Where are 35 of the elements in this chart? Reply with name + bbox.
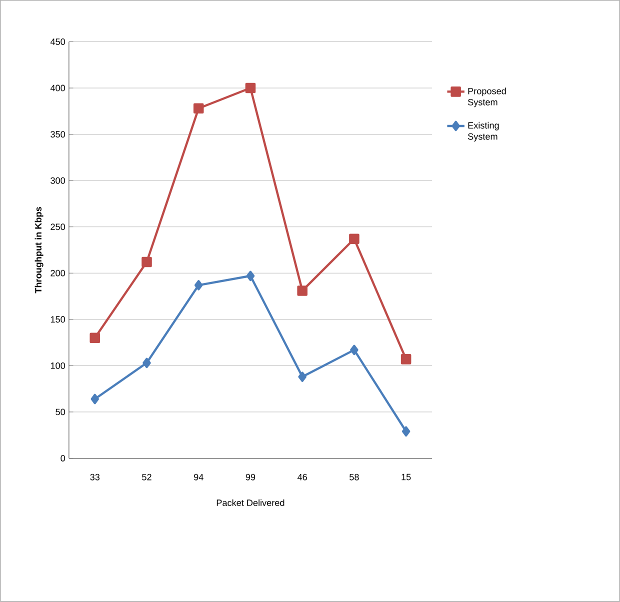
point	[90, 394, 100, 404]
point	[194, 280, 203, 290]
x-tick-label: 58	[350, 474, 359, 480]
y-tick-label: 450	[50, 38, 66, 46]
y-tick-label: 50	[56, 408, 66, 416]
x-tick-label: 52	[142, 474, 152, 480]
legend-label: Proposed System	[468, 88, 506, 108]
point	[402, 426, 410, 437]
x-tick-label: 99	[246, 474, 256, 480]
y-tick-label: 400	[50, 84, 66, 92]
x-tick-label: 46	[297, 474, 307, 480]
point	[142, 358, 151, 368]
y-tick-label: 250	[50, 224, 66, 230]
y-tick-label: 0	[60, 455, 66, 462]
y-tick-label: 300	[50, 177, 66, 184]
y-axis-title: Throughput in Kbps	[34, 207, 44, 294]
y-tick-label: 150	[50, 316, 66, 323]
point	[349, 234, 360, 244]
x-tick-label: 33	[90, 474, 100, 480]
y-tick-label: 350	[50, 131, 66, 138]
y-tick-label: 100	[50, 362, 66, 369]
x-axis-title: Packet Delivered	[216, 499, 284, 506]
y-tick-label: 200	[50, 270, 66, 276]
point	[193, 103, 204, 114]
point	[90, 332, 100, 344]
x-tick-label: 94	[194, 474, 204, 480]
point	[400, 354, 412, 364]
point	[246, 270, 255, 282]
point	[142, 256, 152, 268]
x-tick-label: 15	[402, 474, 411, 480]
point	[297, 286, 308, 296]
point	[298, 372, 306, 382]
point	[350, 344, 358, 356]
legend-label: Existing System	[468, 122, 499, 142]
point	[245, 82, 256, 94]
